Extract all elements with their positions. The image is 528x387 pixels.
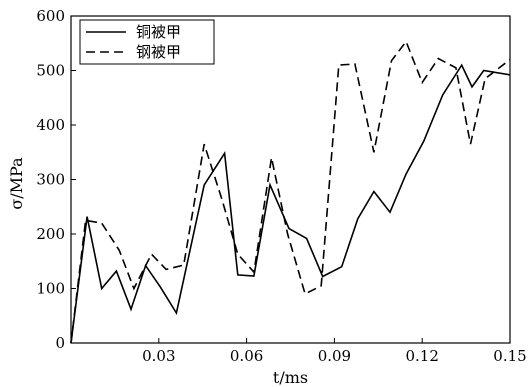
series-line-2 (70, 39, 511, 344)
y-tick-label: 200 (36, 225, 65, 243)
y-tick-label: 400 (36, 116, 65, 134)
y-tick-label: 600 (36, 7, 65, 25)
series-line-1 (70, 63, 511, 344)
x-tick-label: 0.15 (493, 347, 526, 365)
x-tick-label: 0.06 (230, 347, 263, 365)
y-axis-label: σ/MPa (7, 157, 26, 210)
legend-box (79, 19, 215, 65)
legend-label-1: 铜被甲 (136, 23, 181, 41)
x-tick-label: 0.12 (405, 347, 438, 365)
y-tick-label: 500 (36, 62, 65, 80)
x-tick-label: 0.03 (142, 347, 175, 365)
legend-label-2: 钢被甲 (136, 43, 181, 61)
y-axis-ticks: 0 100 200 300 400 500 600 (36, 7, 76, 352)
x-axis-label: t/ms (273, 368, 308, 387)
y-tick-label: 300 (36, 171, 65, 189)
y-tick-label: 100 (36, 280, 65, 298)
y-tick-label: 0 (55, 334, 65, 352)
x-axis-ticks: 0.03 0.06 0.09 0.12 0.15 (142, 338, 527, 365)
x-tick-label: 0.09 (318, 347, 351, 365)
series-layer (70, 39, 511, 344)
